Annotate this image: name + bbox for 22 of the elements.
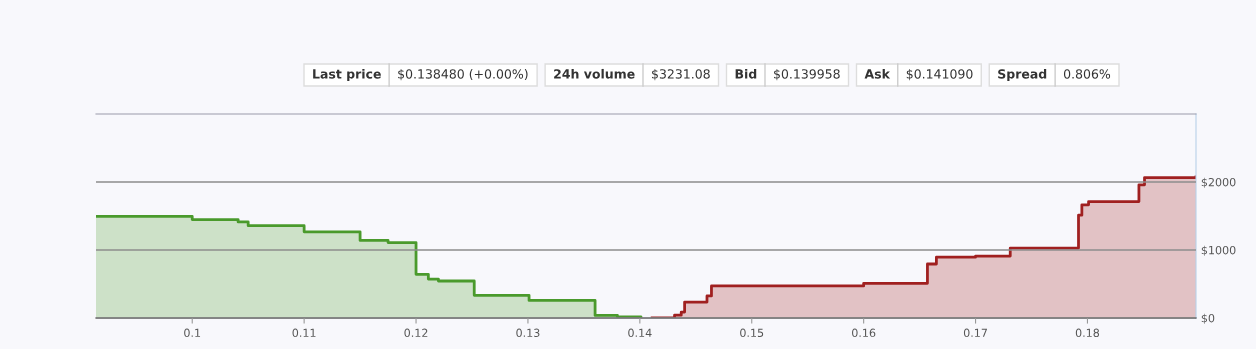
text: 0.806%	[1063, 69, 1111, 79]
text: $0.139958	[774, 68, 840, 81]
text: Ask	[864, 68, 891, 79]
x-tick-label: 0.15	[740, 328, 764, 338]
x-tick-label: 0.14	[628, 328, 652, 338]
text: 24h volume	[554, 68, 635, 79]
text: Bid	[735, 68, 757, 79]
y-tick-label: $0	[1201, 313, 1215, 324]
text: Last price	[313, 68, 381, 82]
y-tick-label: $2000	[1201, 177, 1236, 188]
text: $3231.08	[652, 68, 710, 81]
x-tick-label: 0.12	[404, 328, 428, 338]
x-tick-label: 0.1	[184, 328, 201, 338]
x-tick-label: 0.18	[1075, 328, 1100, 338]
x-tick-label: 0.16	[852, 328, 876, 338]
y-tick-label: $1000	[1201, 245, 1236, 256]
text: Spread	[998, 68, 1047, 82]
x-tick-label: 0.13	[516, 328, 540, 338]
x-tick-label: 0.11	[292, 328, 316, 338]
text: $0.141090	[906, 68, 973, 81]
text: $0.138480 (+0.00%)	[398, 68, 528, 81]
x-tick-label: 0.17	[963, 328, 987, 338]
